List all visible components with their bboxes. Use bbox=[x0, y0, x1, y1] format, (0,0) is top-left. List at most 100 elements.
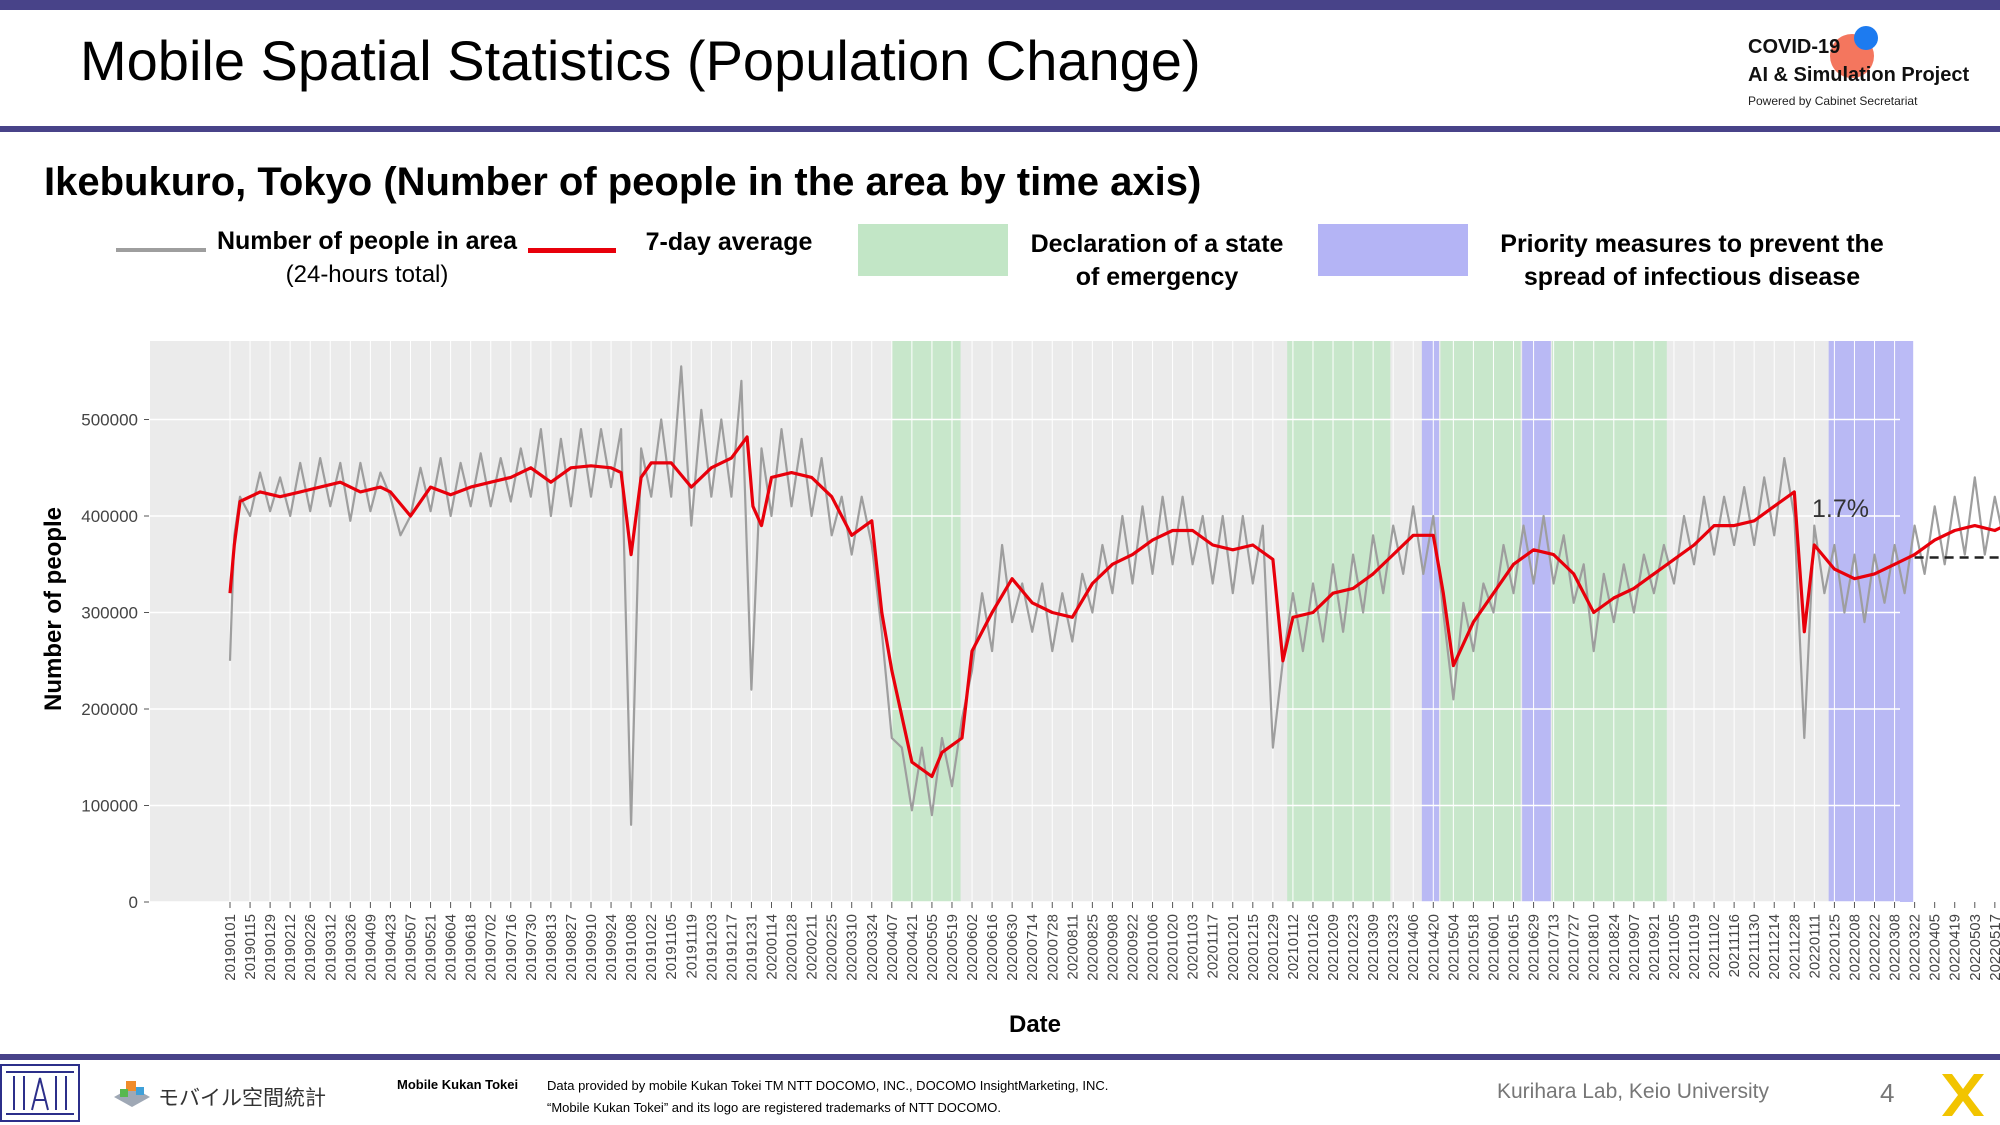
x-tick-label: 20200811 bbox=[1064, 914, 1081, 980]
x-tick-label: 20190521 bbox=[423, 914, 440, 981]
x-tick-label: 20201006 bbox=[1145, 914, 1162, 981]
x-tick-label: 20201020 bbox=[1165, 914, 1182, 981]
x-tick-label: 20201201 bbox=[1225, 914, 1242, 981]
x-tick-label: 20210406 bbox=[1405, 914, 1422, 981]
x-tick-label: 20211005 bbox=[1666, 914, 1683, 980]
x-tick-label: 20210420 bbox=[1425, 914, 1442, 981]
x-tick-label: 20220322 bbox=[1907, 914, 1924, 981]
annotations: 1.7% bbox=[1812, 495, 2000, 559]
x-tick-label: 20220503 bbox=[1967, 914, 1984, 981]
x-tick-label: 20201117 bbox=[1205, 914, 1222, 979]
university-logo-icon bbox=[0, 1064, 80, 1122]
x-tick-label: 20200714 bbox=[1024, 914, 1041, 981]
footer-credit-line-1: Data provided by mobile Kukan Tokei TM N… bbox=[547, 1078, 1109, 1093]
x-tick-label: 20200505 bbox=[924, 914, 941, 981]
y-axis-title: Number of people bbox=[40, 507, 67, 711]
x-tick-label: 20201103 bbox=[1185, 914, 1202, 980]
x-tick-label: 20190604 bbox=[443, 914, 460, 981]
x-tick-label: 20190101 bbox=[222, 914, 239, 981]
x-tick-label: 20191022 bbox=[643, 914, 660, 981]
x-tick-label: 20200211 bbox=[804, 914, 821, 980]
x-tick-label: 20210112 bbox=[1285, 914, 1302, 980]
footer-divider bbox=[0, 1054, 2000, 1060]
y-axis: 0 100000 200000 300000 400000 500000 bbox=[81, 411, 149, 912]
emergency-period-band bbox=[1440, 341, 1521, 902]
x-logo-icon bbox=[1942, 1074, 1984, 1116]
x-tick-label: 20220419 bbox=[1947, 914, 1964, 981]
logo-blue-dot-icon bbox=[1854, 26, 1878, 50]
legend-emergency-swatch bbox=[858, 224, 1008, 276]
x-tick-label: 20211019 bbox=[1686, 914, 1703, 980]
x-tick-label: 20190115 bbox=[242, 914, 259, 980]
x-tick-label: 20211228 bbox=[1786, 914, 1803, 980]
logo-line-2: AI & Simulation Project bbox=[1748, 64, 1970, 86]
x-tick-label: 20210223 bbox=[1345, 914, 1362, 981]
x-tick-label: 20200728 bbox=[1044, 914, 1061, 981]
x-tick-label: 20190702 bbox=[483, 914, 500, 981]
x-tick-label: 20210126 bbox=[1305, 914, 1322, 981]
series-line-daily bbox=[228, 365, 2000, 826]
x-tick-label: 20210504 bbox=[1445, 914, 1462, 981]
x-tick-label: 20210810 bbox=[1586, 914, 1603, 981]
y-tick-label: 200000 bbox=[81, 700, 138, 719]
page-title: Mobile Spatial Statistics (Population Ch… bbox=[80, 29, 1201, 92]
x-tick-label: 20220125 bbox=[1826, 914, 1843, 981]
x-tick-label: 20200310 bbox=[844, 914, 861, 981]
x-tick-label: 20200922 bbox=[1124, 914, 1141, 981]
legend-priority-line-2: spread of infectious disease bbox=[1523, 263, 1861, 291]
x-tick-label: 20200114 bbox=[763, 914, 780, 980]
x-tick-label: 20190129 bbox=[262, 914, 279, 981]
x-tick-label: 20220405 bbox=[1927, 914, 1944, 981]
priority-period-band bbox=[1828, 341, 1914, 902]
legend-gray-line-title: Number of people in area bbox=[216, 227, 518, 255]
population-chart: 0 100000 200000 300000 400000 500000 20190101… bbox=[40, 341, 2000, 1038]
x-tick-label: 20211102 bbox=[1706, 914, 1723, 979]
x-tick-label: 20201229 bbox=[1265, 914, 1282, 981]
x-tick-label: 20191008 bbox=[623, 914, 640, 981]
x-tick-label: 20200407 bbox=[884, 914, 901, 981]
x-tick-label: 20190924 bbox=[603, 914, 620, 981]
legend-red-line-label: 7-day average bbox=[645, 228, 813, 256]
x-tick-label: 20220517 bbox=[1987, 914, 2000, 981]
footer-lab-name: Kurihara Lab, Keio University bbox=[1497, 1080, 1769, 1103]
x-tick-label: 20201215 bbox=[1245, 914, 1262, 981]
x-tick-label: 20200324 bbox=[864, 914, 881, 981]
x-tick-label: 20210727 bbox=[1566, 914, 1583, 981]
gridlines bbox=[150, 341, 1996, 903]
page-number: 4 bbox=[1880, 1078, 1895, 1108]
x-tick-label: 20220222 bbox=[1867, 914, 1884, 981]
x-tick-label: 20200225 bbox=[824, 914, 841, 981]
top-border bbox=[0, 0, 2000, 10]
legend-priority-line-1: Priority measures to prevent the bbox=[1500, 230, 1884, 258]
period-bands bbox=[891, 341, 1914, 902]
legend-emergency-line-2: of emergency bbox=[1075, 263, 1239, 291]
x-tick-label: 20190409 bbox=[362, 914, 379, 981]
logo-line-1: COVID-19 bbox=[1748, 36, 1841, 58]
x-tick-label: 20200602 bbox=[964, 914, 981, 981]
emergency-period-band bbox=[1552, 341, 1667, 902]
x-tick-label: 20190618 bbox=[463, 914, 480, 981]
chart-title: Ikebukuro, Tokyo (Number of people in th… bbox=[44, 160, 1202, 204]
legend-gray-line-swatch bbox=[116, 248, 206, 252]
x-tick-label: 20210907 bbox=[1626, 914, 1643, 981]
x-tick-label: 20191203 bbox=[703, 914, 720, 981]
x-tick-label: 20190507 bbox=[402, 914, 419, 981]
x-tick-label: 20211130 bbox=[1746, 914, 1763, 979]
footer-credit-line-2: “Mobile Kukan Tokei” and its logo are re… bbox=[547, 1100, 1001, 1115]
y-tick-label: 100000 bbox=[81, 797, 138, 816]
x-tick-label: 20200519 bbox=[944, 914, 961, 981]
x-tick-label: 20200128 bbox=[784, 914, 801, 981]
legend-red-line-swatch bbox=[528, 248, 616, 253]
x-tick-label: 20190326 bbox=[342, 914, 359, 981]
x-tick-label: 20210209 bbox=[1325, 914, 1342, 981]
x-tick-label: 20191105 bbox=[663, 914, 680, 980]
project-logo: COVID-19 AI & Simulation Project Powered… bbox=[1748, 26, 1988, 116]
x-tick-label: 20211116 bbox=[1726, 914, 1743, 977]
mobile-kukan-tokei-logo: モバイル空間統計 bbox=[114, 1081, 326, 1110]
x-tick-label: 20190312 bbox=[322, 914, 339, 981]
x-tick-label: 20190423 bbox=[382, 914, 399, 981]
mkt-logo-text: モバイル空間統計 bbox=[158, 1086, 326, 1110]
x-axis: 20190101 20190115 20190129 20190212 20190226… bbox=[222, 902, 2000, 981]
x-tick-label: 20220111 bbox=[1806, 914, 1823, 979]
x-tick-label: 20190827 bbox=[563, 914, 580, 981]
